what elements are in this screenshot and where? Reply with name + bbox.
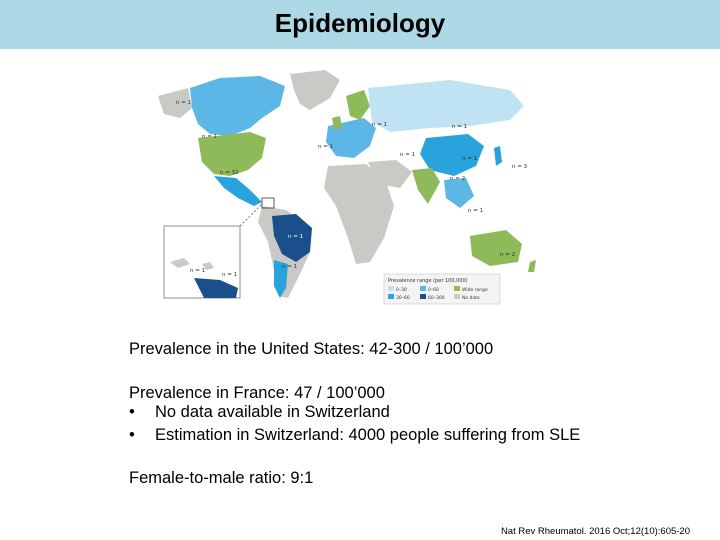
- new-zealand-region: [528, 260, 536, 272]
- alaska-region: [158, 88, 192, 118]
- map-annotation: n = 2: [450, 176, 465, 182]
- usa-region: [198, 132, 266, 176]
- greenland-region: [290, 70, 340, 110]
- legend-swatch: [388, 294, 394, 299]
- japan-region: [494, 146, 502, 166]
- map-annotation: n = 1: [190, 268, 205, 274]
- bullet-symbol: •: [129, 426, 135, 444]
- uk-region: [332, 116, 342, 130]
- map-legend: Prevalence range (per 100,000) 0–30 30–6…: [383, 273, 501, 305]
- australia-region: [470, 230, 522, 266]
- inset-land: [194, 278, 238, 298]
- china-region: [420, 134, 484, 176]
- slide-title: Epidemiology: [274, 8, 446, 38]
- map-annotation: n = 1: [452, 124, 467, 130]
- us-prevalence-text: Prevalence in the United States: 42-300 …: [129, 340, 494, 358]
- legend-swatch: [388, 286, 394, 291]
- legend-label: 30–60: [396, 295, 410, 301]
- legend-label: No data: [462, 295, 480, 301]
- bullet-item: • No data available in Switzerland: [129, 403, 390, 422]
- title-bar: [0, 0, 720, 49]
- mexico-region: [214, 176, 262, 206]
- scandinavia-region: [346, 90, 370, 120]
- legend-title: Prevalence range (per 100,000): [388, 278, 468, 284]
- legend-label: 60–300: [428, 295, 445, 301]
- map-annotation: n = 1: [462, 156, 477, 162]
- france-prevalence-text: Prevalence in France: 47 / 100’000: [129, 384, 385, 402]
- legend-label: 0–60: [428, 287, 439, 293]
- bullet-item: • Estimation in Switzerland: 4000 people …: [129, 426, 580, 445]
- map-annotation: n = 1: [288, 234, 303, 240]
- map-annotation: n = 1: [176, 100, 191, 106]
- southeast-asia-region: [444, 178, 474, 208]
- legend-swatch: [420, 286, 426, 291]
- map-annotation: n = 3: [512, 164, 528, 170]
- legend-label: Wide range: [462, 287, 488, 293]
- canada-region: [190, 76, 285, 136]
- legend-label: 0–30: [396, 287, 407, 293]
- bullet-text: No data available in Switzerland: [155, 403, 390, 421]
- female-to-male-ratio-text: Female-to-male ratio: 9:1: [129, 469, 314, 487]
- argentina-region: [274, 260, 288, 298]
- citation: Nat Rev Rheumatol. 2016 Oct;12(10):605-2…: [500, 526, 690, 537]
- map-annotation: n = 1: [318, 144, 333, 150]
- bullet-text: Estimation in Switzerland: 4000 people s…: [155, 426, 581, 444]
- legend-swatch: [454, 286, 460, 291]
- legend-swatch: [420, 294, 426, 299]
- india-region: [412, 168, 440, 204]
- map-annotation: n = 1: [372, 122, 387, 128]
- map-annotation: n = 1: [222, 272, 237, 278]
- brazil-region: [272, 214, 312, 262]
- inset-islands: [170, 258, 214, 270]
- inset-source-box: [261, 197, 275, 209]
- bullet-symbol: •: [129, 403, 135, 421]
- map-annotation: n = 1: [468, 208, 483, 214]
- map-annotation: n = 1: [202, 134, 217, 140]
- russia-region: [368, 80, 524, 132]
- legend-swatch: [454, 294, 460, 299]
- world-prevalence-map: n = 1 n = 1 n = 32 n = 1 n = 1 n = 1 n =…: [150, 66, 540, 306]
- map-annotation: n = 2: [500, 252, 515, 258]
- africa-region: [324, 164, 394, 264]
- map-annotation: n = 32: [220, 170, 239, 176]
- map-annotation: n = 1: [282, 264, 297, 270]
- map-annotation: n = 1: [400, 152, 415, 158]
